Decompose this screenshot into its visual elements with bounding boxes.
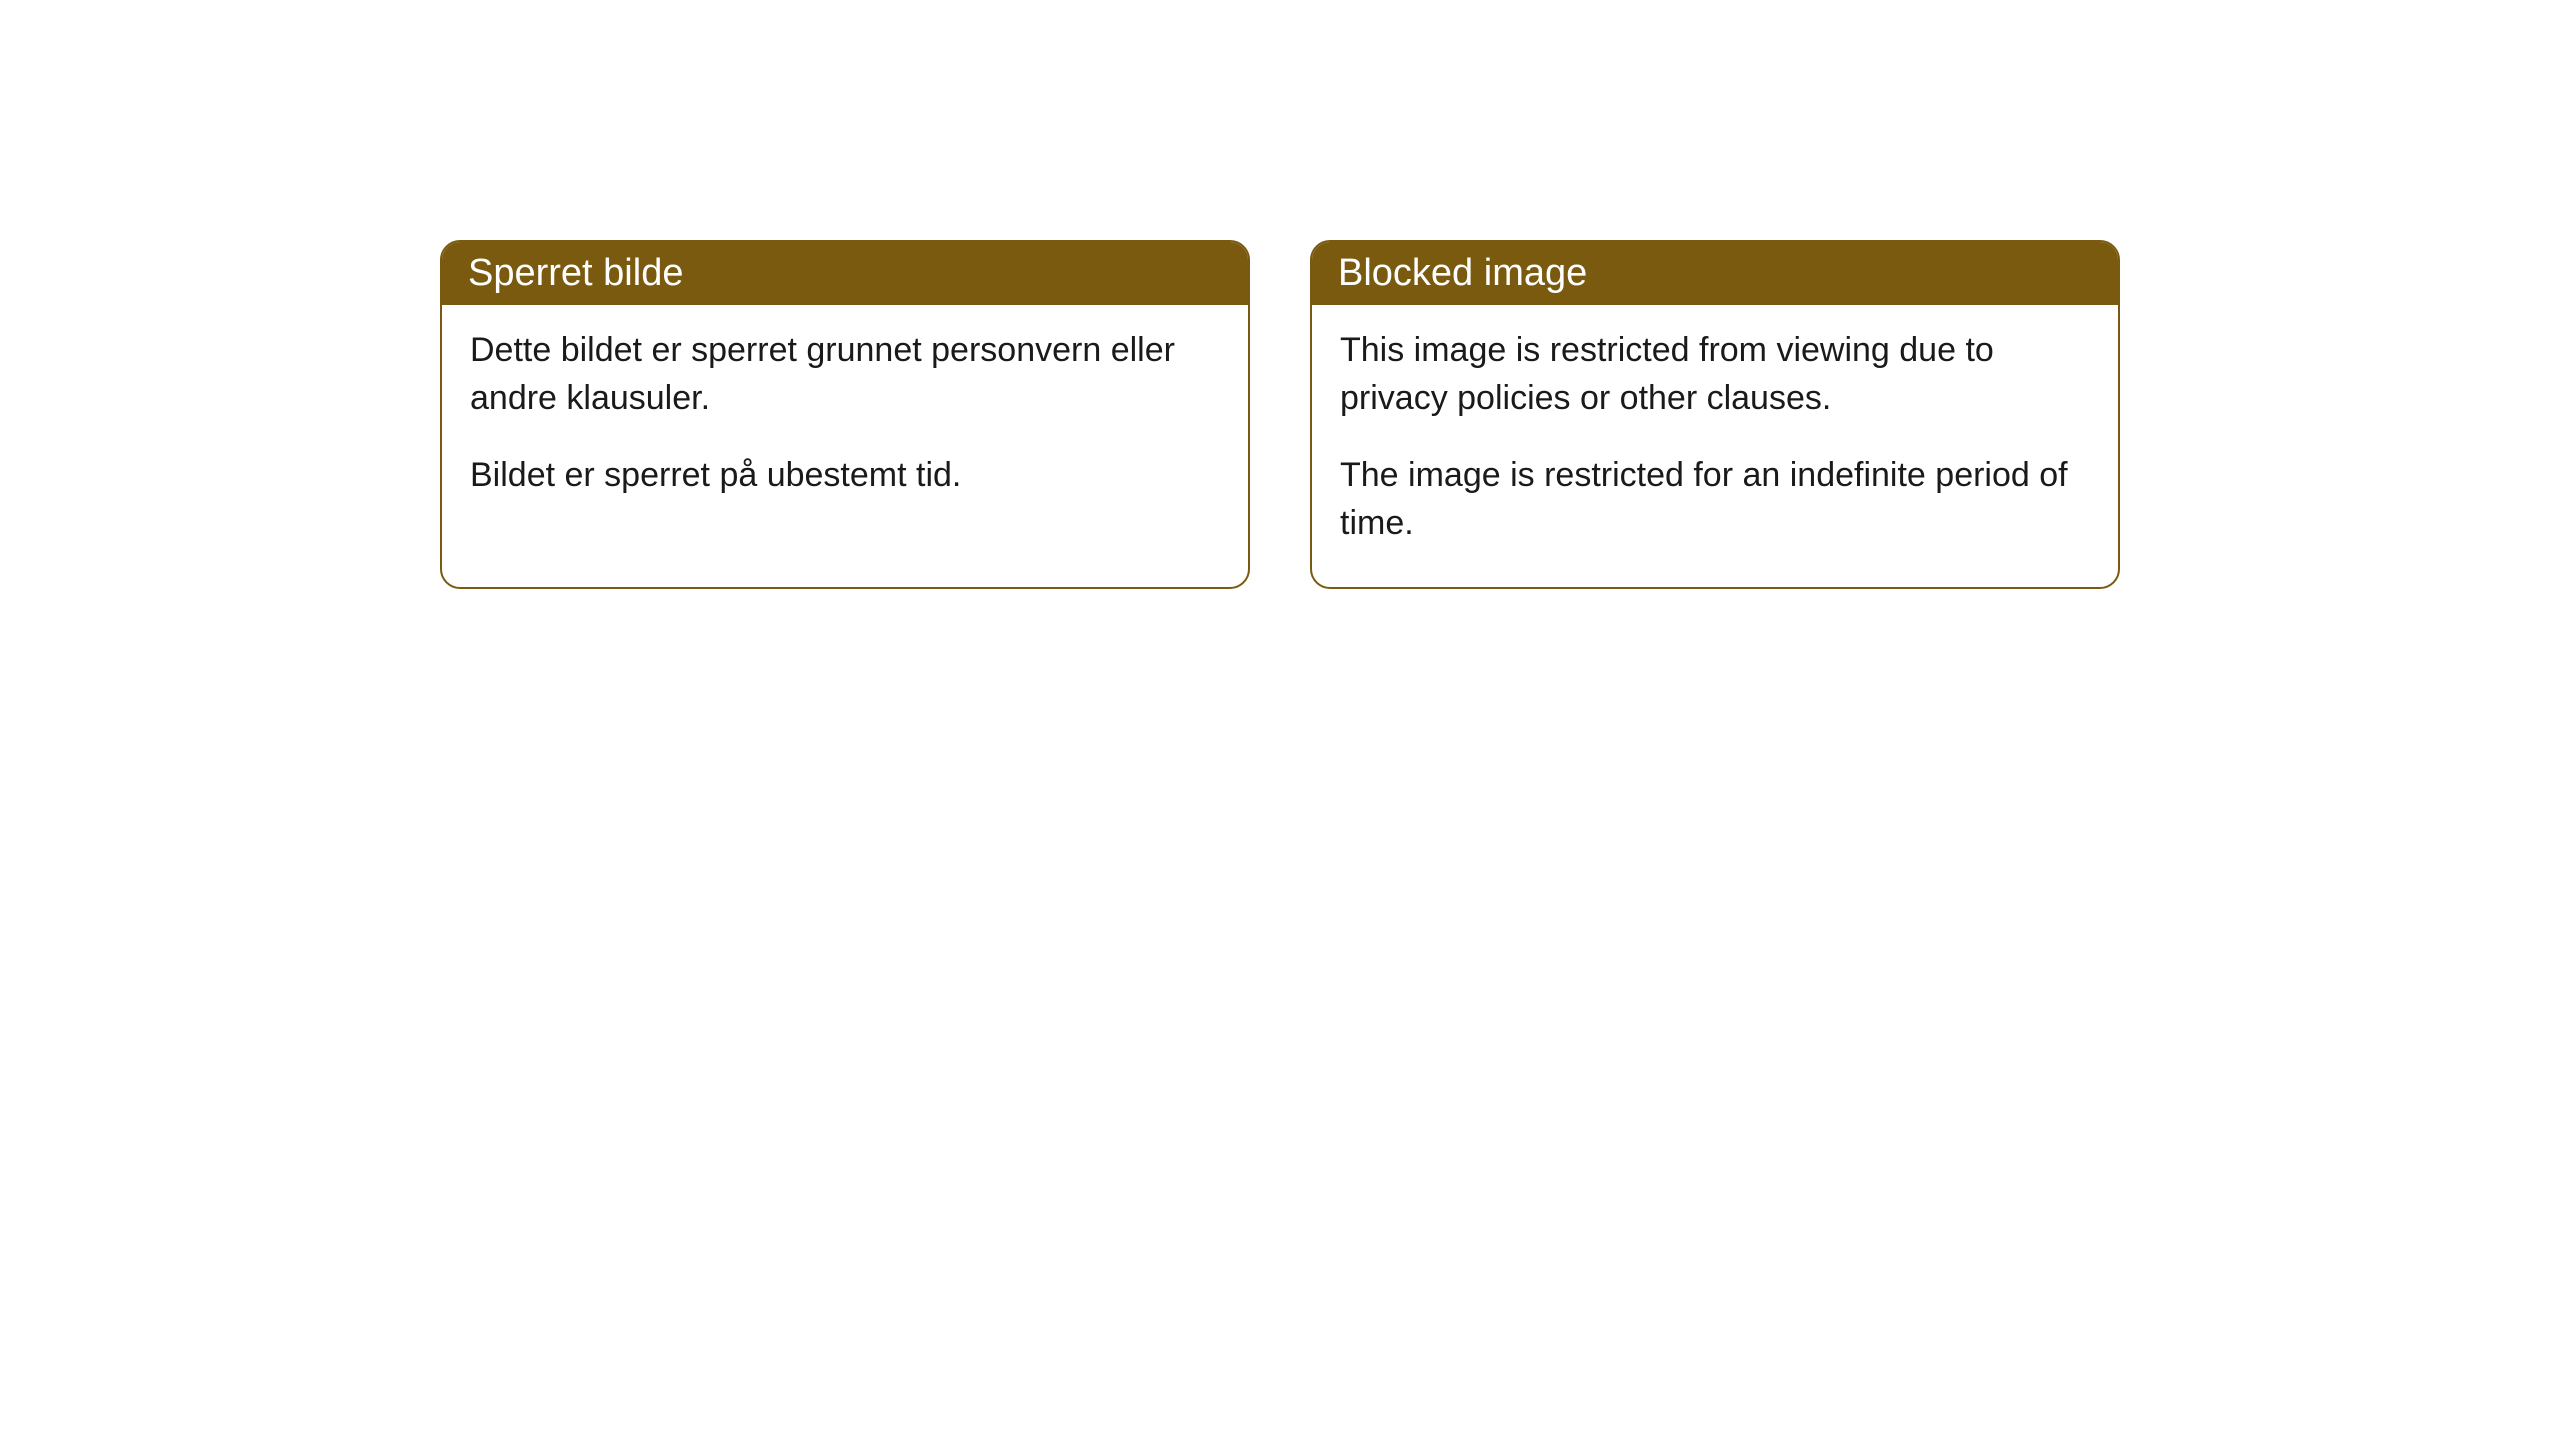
- notice-paragraph-2: Bildet er sperret på ubestemt tid.: [470, 452, 1220, 500]
- card-header-english: Blocked image: [1312, 242, 2118, 305]
- card-body-english: This image is restricted from viewing du…: [1312, 305, 2118, 587]
- notice-cards-container: Sperret bilde Dette bildet er sperret gr…: [440, 240, 2120, 589]
- notice-card-english: Blocked image This image is restricted f…: [1310, 240, 2120, 589]
- notice-paragraph-1: Dette bildet er sperret grunnet personve…: [470, 327, 1220, 422]
- notice-paragraph-2: The image is restricted for an indefinit…: [1340, 452, 2090, 547]
- card-header-norwegian: Sperret bilde: [442, 242, 1248, 305]
- notice-card-norwegian: Sperret bilde Dette bildet er sperret gr…: [440, 240, 1250, 589]
- notice-paragraph-1: This image is restricted from viewing du…: [1340, 327, 2090, 422]
- card-body-norwegian: Dette bildet er sperret grunnet personve…: [442, 305, 1248, 540]
